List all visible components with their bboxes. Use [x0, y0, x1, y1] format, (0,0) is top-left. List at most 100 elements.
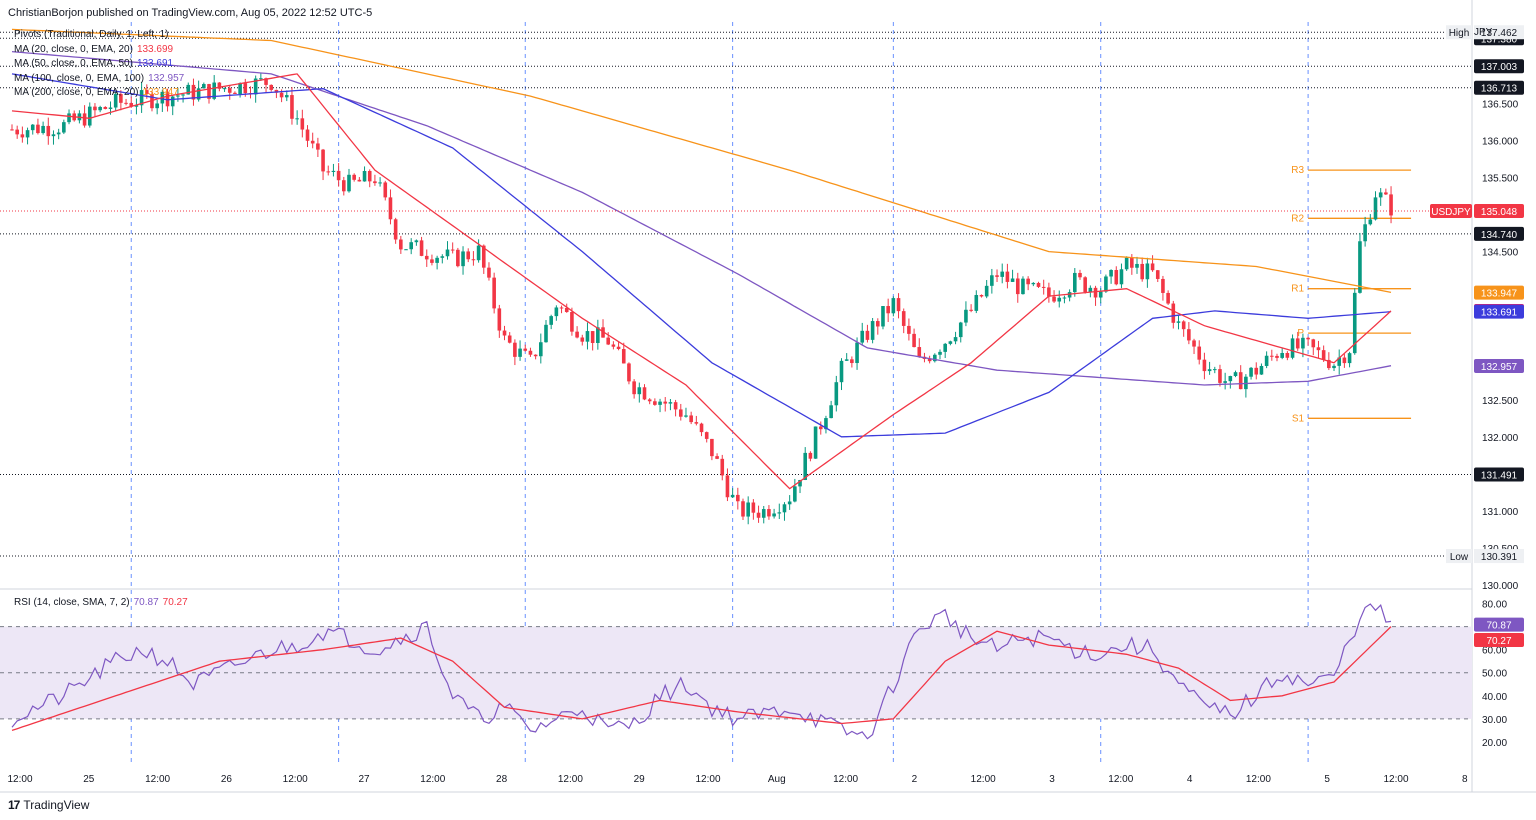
- candle-body: [860, 330, 865, 343]
- candle-body: [886, 306, 890, 314]
- candle-body: [305, 129, 310, 141]
- price-tick-label: 136.500: [1482, 99, 1519, 110]
- candle-body: [1347, 353, 1352, 364]
- candle-body: [207, 84, 211, 99]
- legend-ema20[interactable]: MA (20, close, 0, EMA, 20) 133.699: [14, 44, 173, 55]
- candle-body: [933, 354, 937, 362]
- time-label: 12:00: [695, 774, 720, 785]
- candle-body: [1197, 346, 1202, 360]
- candle-body: [969, 309, 973, 311]
- footer-brand[interactable]: 17 TradingView: [8, 798, 89, 812]
- rsi-tick-label: 20.00: [1482, 738, 1507, 749]
- candle-body: [15, 129, 19, 135]
- candle-body: [958, 322, 963, 338]
- footer-brand-text: TradingView: [23, 798, 90, 812]
- candle-body: [222, 88, 227, 90]
- candle-body: [834, 382, 839, 406]
- candle-body: [51, 134, 56, 137]
- candle-body: [1259, 365, 1264, 375]
- candle-body: [1067, 292, 1072, 298]
- candle-body: [476, 245, 481, 261]
- candle-body: [1181, 321, 1186, 330]
- candle-body: [300, 118, 305, 130]
- candle-body: [331, 170, 336, 172]
- candle-body: [342, 180, 346, 192]
- candle-body: [1306, 337, 1310, 340]
- price-tick-label: 136.000: [1482, 137, 1519, 148]
- candle-body: [539, 342, 543, 357]
- candle-body: [414, 240, 419, 243]
- candle-body: [678, 409, 683, 417]
- pivot-label: P: [1297, 328, 1304, 339]
- candle-body: [310, 140, 315, 144]
- candle-body: [746, 502, 750, 517]
- legend-pivots-text: Pivots (Traditional, Daily, 1, Left, 1): [14, 29, 169, 40]
- high-tag: [1446, 25, 1472, 40]
- legend-rsi[interactable]: RSI (14, close, SMA, 7, 2) 70.87 70.27: [14, 597, 188, 608]
- pivot-label: R3: [1291, 165, 1304, 176]
- price-tick-label: 132.000: [1482, 433, 1519, 444]
- candle-body: [471, 259, 476, 261]
- candle-body: [87, 106, 92, 126]
- candle-body: [632, 381, 636, 395]
- candle-body: [694, 422, 699, 424]
- candle-body: [891, 298, 896, 314]
- candle-body: [1373, 197, 1378, 220]
- candle-body: [507, 335, 512, 343]
- candle-body: [896, 298, 901, 312]
- candle-body: [647, 399, 652, 402]
- candle-body: [824, 418, 828, 430]
- candle-body: [1005, 271, 1010, 282]
- candle-body: [523, 348, 528, 351]
- rsi-tick-label: 80.00: [1482, 600, 1507, 611]
- legend-pivots[interactable]: Pivots (Traditional, Daily, 1, Left, 1): [14, 29, 169, 40]
- candle-body: [855, 342, 859, 364]
- candle-body: [1363, 224, 1367, 242]
- time-label: 2: [912, 774, 918, 785]
- candle-body: [917, 347, 922, 357]
- candle-body: [481, 245, 486, 268]
- level-badge: [1474, 59, 1524, 74]
- candle-body: [295, 118, 299, 120]
- level-label: 131.491: [1481, 471, 1518, 482]
- level-label: 137.003: [1481, 62, 1518, 73]
- legend-ema200[interactable]: MA (200, close, 0, EMA, 20) 133.947: [14, 87, 179, 98]
- candle-body: [1290, 338, 1295, 358]
- candle-body: [243, 83, 248, 94]
- candle-body: [1280, 352, 1284, 358]
- time-label: 29: [634, 774, 646, 785]
- candle-body: [772, 513, 776, 517]
- candle-body: [108, 107, 113, 109]
- candle-body: [1187, 329, 1191, 341]
- legend-ema50[interactable]: MA (50, close, 0, EMA, 50) 133.691: [14, 58, 173, 69]
- candle-body: [139, 90, 144, 106]
- candle-body: [907, 325, 911, 334]
- candle-body: [1192, 340, 1196, 347]
- candle-body: [67, 113, 71, 123]
- currency-label: JPY: [1474, 27, 1493, 38]
- candle-body: [818, 426, 823, 430]
- candle-body: [1321, 350, 1326, 360]
- candle-body: [570, 312, 574, 332]
- candle-body: [1150, 263, 1155, 271]
- candle-body: [725, 475, 730, 498]
- candle-body: [155, 103, 159, 109]
- candle-body: [1311, 339, 1316, 348]
- candle-body: [1010, 278, 1015, 282]
- candle-body: [1057, 297, 1062, 302]
- candle-body: [1041, 286, 1046, 288]
- ma-badge-label: 132.957: [1481, 362, 1518, 373]
- candle-body: [787, 501, 792, 505]
- candle-body: [984, 285, 989, 297]
- candle-body: [238, 83, 242, 94]
- ema100-line: [11, 50, 1392, 386]
- candle-body: [1078, 272, 1082, 278]
- candle-body: [321, 149, 325, 172]
- legend-ema100[interactable]: MA (100, close, 0, EMA, 100) 132.957: [14, 73, 184, 84]
- candle-body: [1270, 355, 1274, 357]
- candle-body: [1223, 381, 1227, 383]
- time-label: 12:00: [145, 774, 170, 785]
- candle-body: [202, 84, 206, 89]
- candle-body: [730, 494, 735, 498]
- low-tag-label: Low: [1450, 552, 1469, 563]
